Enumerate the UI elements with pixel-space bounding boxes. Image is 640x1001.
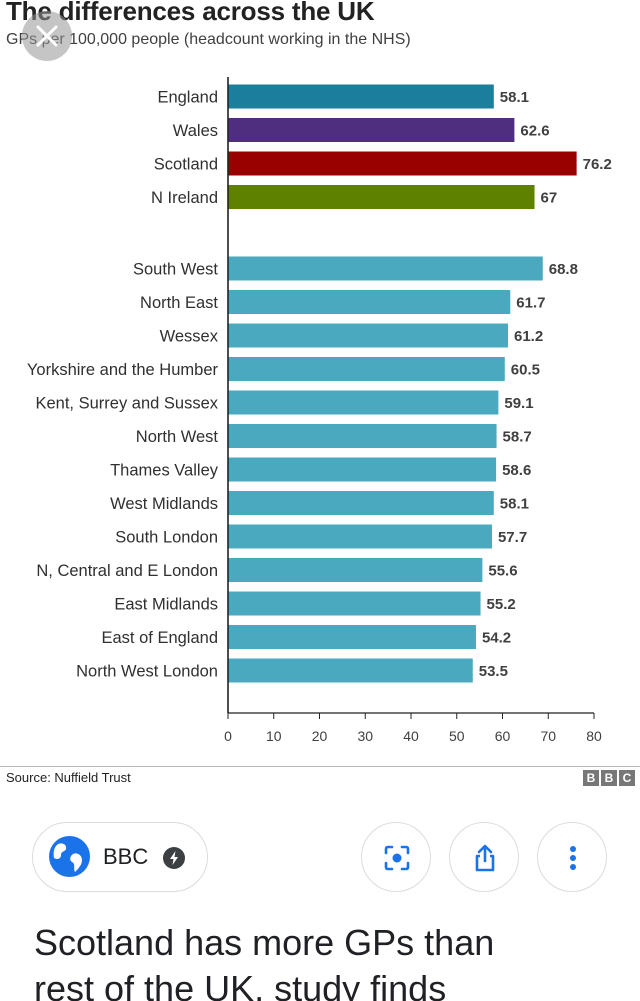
lens-icon [384,845,410,871]
close-icon [36,25,58,47]
source-chip[interactable]: BBC [32,822,208,892]
x-tick-label: 40 [403,728,419,744]
headline-line-1: Scotland has more GPs than [34,922,495,963]
category-label: South West [133,261,218,279]
x-tick-label: 30 [357,728,373,744]
bolt-icon [163,847,185,869]
x-tick-label: 60 [495,728,511,744]
bar [228,524,492,549]
x-tick-label: 0 [224,728,232,744]
category-label: Wessex [160,328,219,346]
bar [228,118,515,142]
bar [228,151,577,176]
category-label: North East [140,294,218,312]
bar [228,491,494,515]
value-label: 58.1 [500,496,529,513]
value-label: 60.5 [511,362,540,379]
category-label: England [157,89,218,107]
value-label: 76.2 [583,156,612,173]
share-button[interactable] [449,822,519,892]
value-label: 61.7 [516,295,545,312]
value-label: 62.6 [520,123,549,140]
bbc-logo-letter: B [601,770,617,786]
bar [228,625,476,649]
value-label: 55.6 [488,563,517,580]
category-label: North West [136,428,219,446]
value-label: 54.2 [482,630,511,647]
bar [228,558,483,582]
chart-subtitle: GPs per 100,000 people (headcount workin… [6,31,411,48]
category-label: South London [115,529,218,547]
close-button[interactable] [22,11,72,61]
bbc-logo-letter: C [619,770,635,786]
bar [228,256,543,281]
bar [228,185,535,209]
bar [228,457,497,482]
bar [228,390,499,415]
category-label: West Midlands [110,495,218,513]
value-label: 53.5 [479,663,508,680]
bar [228,290,511,314]
bar [228,323,508,348]
category-label: N Ireland [151,189,218,207]
value-label: 58.6 [502,462,531,479]
lens-button[interactable] [361,822,431,892]
value-label: 68.8 [549,261,578,278]
value-label: 67 [541,190,558,207]
x-tick-label: 50 [449,728,465,744]
value-label: 58.1 [500,89,529,106]
value-label: 59.1 [504,395,533,412]
bar-chart: England 58.1 Wales 62.6 Scotland 76.2 N Irelan… [27,77,612,744]
globe-icon [49,836,90,877]
x-tick-label: 10 [266,728,282,744]
bar [228,591,481,616]
category-label: Yorkshire and the Humber [27,361,219,379]
more-options-button[interactable] [537,822,607,892]
x-tick-label: 80 [586,728,602,744]
more-vert-icon [570,846,576,870]
value-label: 57.7 [498,529,527,546]
source-chip-label: BBC [103,844,149,869]
bbc-logo-letter: B [583,770,599,786]
category-label: East of England [102,629,219,647]
value-label: 55.2 [487,596,516,613]
value-label: 61.2 [514,328,543,345]
category-label: N, Central and E London [36,562,218,580]
x-tick-label: 20 [312,728,328,744]
category-label: North West London [76,663,218,681]
source-divider [0,766,640,767]
headline-line-2: rest of the UK, study finds [34,968,447,1001]
bar [228,357,505,381]
chart-source: Source: Nuffield Trust [6,770,131,785]
category-label: Thames Valley [110,462,219,480]
category-label: Wales [173,122,218,140]
bbc-logo: B B C [583,770,635,786]
share-icon [475,844,495,872]
article-headline[interactable]: Scotland has more GPs than rest of the U… [34,920,494,1001]
category-label: Kent, Surrey and Sussex [35,395,218,413]
value-label: 58.7 [503,429,532,446]
bar [228,658,473,683]
category-label: Scotland [154,156,218,174]
bar [228,424,497,448]
bar [228,84,494,109]
x-tick-label: 70 [540,728,556,744]
category-label: East Midlands [114,596,218,614]
